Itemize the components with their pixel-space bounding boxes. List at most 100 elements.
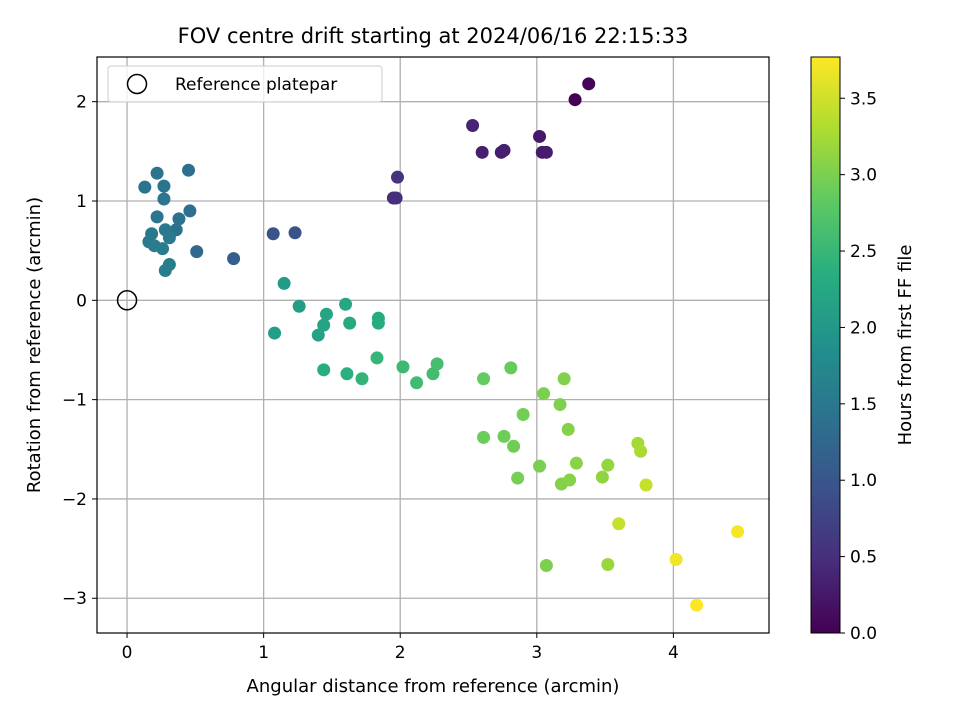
data-point	[539, 145, 553, 159]
data-point	[156, 242, 170, 256]
data-point	[266, 227, 280, 241]
data-point	[539, 558, 553, 572]
data-point	[339, 297, 353, 311]
data-point	[595, 470, 609, 484]
data-point	[731, 525, 745, 539]
data-point	[172, 212, 186, 226]
x-tick-label: 2	[395, 643, 406, 663]
colorbar-tick-label: 3.0	[850, 166, 877, 186]
data-point	[497, 143, 511, 157]
data-point	[343, 316, 357, 330]
data-points	[138, 77, 745, 612]
colorbar-tick-label: 0.5	[850, 548, 877, 568]
y-tick-label: 2	[76, 93, 87, 113]
legend-entry-reference-platepar: Reference platepar	[175, 75, 337, 95]
data-point	[561, 422, 575, 436]
y-axis-label: Rotation from reference (arcmin)	[24, 197, 45, 493]
data-point	[396, 360, 410, 374]
data-point	[317, 363, 331, 377]
colorbar: 0.0 0.5 1.0 1.5 2.0 2.5 3.0 3.5 Hours from firs…	[810, 56, 916, 644]
data-point	[477, 372, 491, 386]
data-point	[150, 210, 164, 224]
plot-frame	[96, 56, 770, 634]
colorbar-tick-label: 2.0	[850, 318, 877, 338]
data-point	[370, 351, 384, 365]
data-point	[582, 77, 596, 91]
colorbar-tick-label: 1.0	[850, 471, 877, 491]
data-point	[268, 326, 282, 340]
data-point	[288, 226, 302, 240]
data-point	[612, 517, 626, 531]
data-point	[475, 145, 489, 159]
data-point	[533, 459, 547, 473]
data-point	[557, 372, 571, 386]
y-tick-label: 1	[76, 192, 87, 212]
colorbar-label: Hours from first FF file	[895, 245, 916, 446]
colorbar-ticks: 0.0 0.5 1.0 1.5 2.0 2.5 3.0 3.5	[840, 89, 877, 644]
data-point	[355, 372, 369, 386]
y-tick-label: −1	[62, 391, 87, 411]
colorbar-tick-label: 1.5	[850, 395, 877, 415]
data-point	[190, 245, 204, 259]
data-point	[466, 119, 480, 133]
data-point	[371, 316, 385, 330]
data-point	[182, 163, 196, 177]
colorbar-tick-label: 2.5	[850, 242, 877, 262]
data-point	[292, 299, 306, 313]
x-tick-label: 1	[258, 643, 269, 663]
data-point	[157, 179, 171, 193]
data-point	[504, 361, 518, 375]
x-tick-label: 3	[531, 643, 542, 663]
data-point	[669, 553, 683, 567]
data-point	[389, 191, 403, 205]
data-point	[563, 473, 577, 487]
data-point	[227, 252, 241, 266]
data-point	[511, 471, 525, 485]
data-point	[157, 192, 171, 206]
data-point	[569, 456, 583, 470]
data-point	[426, 367, 440, 381]
colorbar-tick-label: 3.5	[850, 89, 877, 109]
data-point	[138, 180, 152, 194]
data-point	[553, 398, 567, 412]
data-point	[601, 557, 615, 571]
legend-box	[107, 65, 383, 103]
chart-title: FOV centre drift starting at 2024/06/16 …	[178, 24, 689, 48]
legend: Reference platepar	[107, 65, 383, 103]
data-point	[183, 204, 197, 218]
data-point	[162, 231, 176, 245]
y-axis-ticks: −3 −2 −1 0 1 2	[62, 93, 97, 609]
data-point	[410, 376, 424, 390]
data-point	[311, 328, 325, 342]
y-tick-label: −2	[62, 490, 87, 510]
data-point	[317, 318, 331, 332]
data-point	[150, 166, 164, 180]
x-axis-ticks: 0 1 2 3 4	[122, 633, 679, 663]
x-tick-label: 0	[122, 643, 133, 663]
grid-lines	[97, 57, 769, 633]
data-point	[277, 276, 291, 290]
y-tick-label: 0	[76, 291, 87, 311]
data-point	[158, 264, 172, 278]
data-point	[477, 430, 491, 444]
data-point	[497, 429, 511, 443]
data-point	[537, 387, 551, 401]
data-point	[319, 307, 333, 321]
x-tick-label: 4	[668, 643, 679, 663]
colorbar-gradient	[810, 56, 841, 634]
data-point	[634, 444, 648, 458]
x-axis-label: Angular distance from reference (arcmin)	[247, 676, 620, 697]
y-tick-label: −3	[62, 589, 87, 609]
colorbar-tick-label: 0.0	[850, 624, 877, 644]
data-point	[507, 439, 521, 453]
data-point	[639, 478, 653, 492]
data-point	[340, 367, 354, 381]
legend-marker	[126, 73, 148, 95]
data-point	[390, 170, 404, 184]
data-point	[516, 408, 530, 422]
data-point	[568, 93, 582, 107]
reference-platepar-marker	[116, 290, 138, 311]
data-point	[533, 129, 547, 143]
data-point	[601, 458, 615, 472]
